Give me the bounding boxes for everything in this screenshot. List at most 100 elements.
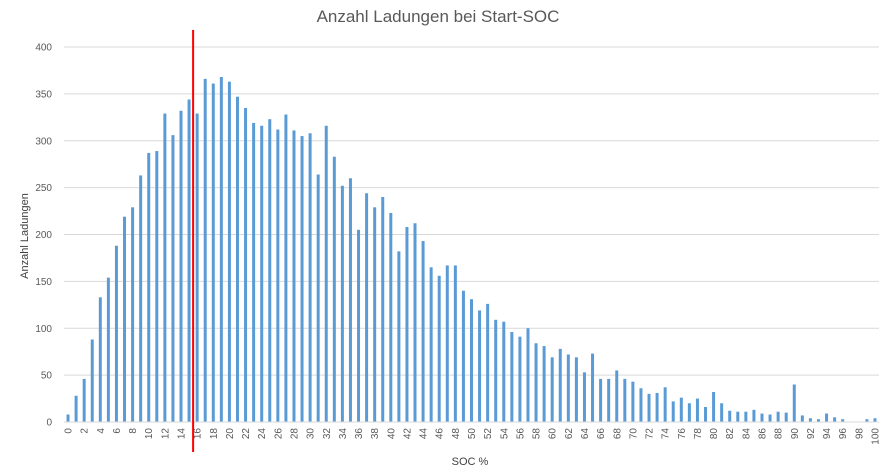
bar [106,277,110,423]
bar [332,156,336,422]
x-tick-label: 0 [64,428,75,434]
y-tick-label: 400 [35,43,52,54]
bar [494,319,498,422]
x-tick-label: 62 [564,428,575,440]
x-tick-label: 34 [338,428,349,440]
x-tick-label: 36 [354,428,365,440]
bar [90,339,94,422]
bar [526,328,530,422]
x-tick-label: 16 [193,428,204,440]
x-tick-label: 12 [160,428,171,440]
bar [582,372,586,422]
x-tick-label: 30 [306,428,317,440]
bar [510,332,514,422]
bar [163,113,167,422]
bar [671,401,675,423]
bar [276,129,280,422]
bar [340,185,344,422]
x-tick-label: 86 [758,428,769,440]
x-tick-label: 6 [112,428,123,434]
x-tick-label: 98 [854,428,865,440]
bar [397,251,401,423]
y-tick-label: 0 [46,418,52,429]
x-axis-title: SOC % [452,456,489,468]
bar [292,130,296,422]
bar [171,135,175,423]
x-tick-label: 68 [612,428,623,440]
bar [704,407,708,422]
x-tick-label: 52 [483,428,494,440]
x-tick-label: 78 [693,428,704,440]
bar [139,175,143,422]
bar [381,197,385,422]
x-tick-label: 2 [80,428,91,434]
x-tick-label: 48 [451,428,462,440]
bar [768,414,772,422]
bar [405,227,409,422]
bar [179,110,183,422]
bar [825,413,829,422]
bar [631,381,635,422]
x-tick-label: 96 [838,428,849,440]
y-axis-title: Anzahl Ladungen [19,193,31,279]
bar [679,397,683,423]
x-tick-label: 90 [790,428,801,440]
x-tick-label: 54 [499,428,510,440]
x-tick-label: 84 [741,428,752,440]
bar [470,299,473,422]
x-tick-label: 100 [870,428,881,445]
bar [776,411,780,422]
x-tick-label: 44 [419,428,430,440]
bar [260,125,264,422]
x-tick-label: 66 [596,428,607,440]
bar [833,417,837,422]
bar [324,125,328,422]
bar [252,122,256,422]
bar [235,96,239,422]
bar [865,419,869,422]
bar [647,393,651,423]
bar [147,152,151,422]
bar [712,392,716,422]
x-tick-label: 22 [241,428,252,440]
bar [227,81,231,422]
x-tick-label: 18 [209,428,220,440]
x-tick-label: 60 [548,428,559,440]
bar [421,241,425,422]
x-tick-label: 92 [806,428,817,440]
bars [66,77,877,423]
x-tick-label: 64 [580,428,591,440]
bar [66,414,70,422]
bar [800,415,804,422]
bar [123,216,127,422]
x-tick-label: 4 [96,428,107,434]
bar [728,410,732,422]
x-tick-label: 88 [774,428,785,440]
x-tick-label: 14 [177,428,188,440]
x-tick-label: 58 [532,428,543,440]
bar [114,245,118,422]
bar [429,267,433,422]
x-tick-label: 70 [628,428,639,440]
bar [268,119,272,422]
bar [816,419,820,422]
bar [244,107,248,422]
bar [187,99,191,422]
bar [389,212,393,422]
bar [211,83,215,422]
bar [566,354,570,422]
bar [437,275,441,422]
x-tick-label: 40 [386,428,397,440]
bar [591,353,595,422]
bar [502,321,506,422]
x-tick-label: 82 [725,428,736,440]
bar [98,297,102,422]
bar [300,136,304,422]
x-tick-label: 76 [677,428,688,440]
bar [760,413,764,422]
bar [615,370,619,422]
bar [348,178,352,422]
y-tick-label: 250 [35,183,52,194]
bar [607,378,611,423]
x-tick-label: 42 [402,428,413,440]
